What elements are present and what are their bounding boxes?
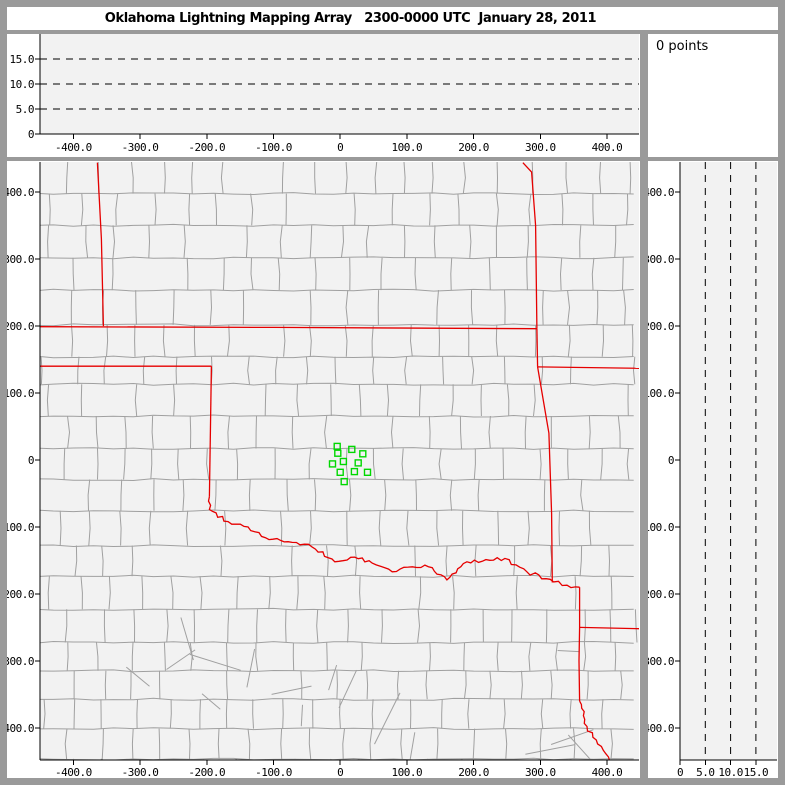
- lma-station-marker: [350, 467, 359, 476]
- lma-station-marker: [336, 468, 344, 476]
- state-border-lat-37N: [40, 326, 537, 330]
- svg-text:-300.0: -300.0: [122, 141, 159, 154]
- state-border-colorado-kansas: [96, 162, 105, 327]
- svg-text:0: 0: [668, 454, 674, 467]
- state-border-kansas-missouri: [522, 162, 538, 329]
- svg-text:-100.0: -100.0: [255, 141, 292, 154]
- svg-text:5.0: 5.0: [696, 766, 714, 778]
- svg-text:5.0: 5.0: [16, 103, 34, 116]
- plan-view-map-panel: 400.0 300.0 200.0 100.0 0 -100.0 -200.0 -300.0 -…: [7, 161, 640, 778]
- svg-text:15.0: 15.0: [10, 53, 35, 66]
- svg-text:0: 0: [28, 128, 34, 141]
- lma-station-marker: [340, 477, 348, 486]
- svg-text:-300.0: -300.0: [648, 655, 674, 668]
- svg-text:400.0: 400.0: [592, 141, 623, 154]
- svg-text:10.0: 10.0: [718, 766, 743, 778]
- svg-text:-100.0: -100.0: [7, 521, 34, 534]
- altitude-ew-panel: 0 5.0 10.0 15.0 -400.0 -300.0 -200.0 -100.0 0 100…: [7, 34, 640, 157]
- svg-text:-400.0: -400.0: [55, 766, 92, 778]
- title-bar: Oklahoma Lightning Mapping Array 2300-00…: [7, 7, 778, 30]
- state-border-missouri-oklahoma: [536, 328, 539, 367]
- state-border-texas-louisiana: [579, 700, 611, 760]
- svg-text:0: 0: [337, 141, 343, 154]
- svg-text:100.0: 100.0: [7, 387, 34, 400]
- svg-text:200.0: 200.0: [7, 320, 34, 333]
- svg-text:-400.0: -400.0: [55, 141, 92, 154]
- svg-text:0: 0: [677, 766, 683, 778]
- svg-text:-400.0: -400.0: [648, 722, 674, 735]
- altitude-ns-panel: 400.0 300.0 200.0 100.0 0 -100.0 -200.0 -300.0 -…: [648, 161, 778, 778]
- svg-text:15.0: 15.0: [744, 766, 769, 778]
- svg-text:-200.0: -200.0: [188, 141, 225, 154]
- svg-text:0: 0: [28, 454, 34, 467]
- svg-text:-300.0: -300.0: [122, 766, 159, 778]
- svg-text:400.0: 400.0: [592, 766, 623, 778]
- points-count-panel: 0 points: [648, 34, 778, 157]
- svg-text:-100.0: -100.0: [255, 766, 292, 778]
- svg-text:100.0: 100.0: [392, 766, 423, 778]
- lma-station-marker: [334, 449, 342, 457]
- svg-text:10.0: 10.0: [10, 78, 35, 91]
- svg-text:100.0: 100.0: [392, 141, 423, 154]
- plan-view-map-chart: 400.0 300.0 200.0 100.0 0 -100.0 -200.0 -300.0 -…: [7, 162, 639, 778]
- page-title: Oklahoma Lightning Mapping Array 2300-00…: [104, 11, 597, 26]
- svg-text:200.0: 200.0: [648, 320, 674, 333]
- svg-text:400.0: 400.0: [648, 186, 674, 199]
- svg-text:300.0: 300.0: [7, 253, 34, 266]
- svg-text:-300.0: -300.0: [7, 655, 34, 668]
- lma-station-marker: [328, 460, 337, 468]
- lma-station-marker: [339, 457, 348, 466]
- state-border-arkansas-louisiana: [579, 626, 639, 630]
- points-count-label: 0 points: [656, 39, 709, 54]
- state-border-texas-oklahoma-100W: [208, 366, 213, 497]
- svg-text:-200.0: -200.0: [7, 588, 34, 601]
- lma-station-marker: [333, 442, 341, 451]
- lma-station-marker: [363, 468, 372, 476]
- altitude-ns-chart: 400.0 300.0 200.0 100.0 0 -100.0 -200.0 -300.0 -…: [648, 162, 777, 778]
- state-border-oklahoma-arkansas: [536, 366, 553, 583]
- lma-station-marker: [354, 459, 362, 467]
- state-border-missouri-arkansas: [537, 366, 639, 369]
- svg-text:200.0: 200.0: [458, 141, 489, 154]
- state-border-red-river: [207, 496, 580, 589]
- svg-text:400.0: 400.0: [7, 186, 34, 199]
- svg-text:0: 0: [337, 766, 343, 778]
- svg-text:300.0: 300.0: [525, 141, 556, 154]
- svg-text:300.0: 300.0: [525, 766, 556, 778]
- svg-text:-200.0: -200.0: [188, 766, 225, 778]
- svg-text:-100.0: -100.0: [648, 521, 674, 534]
- lma-station-marker: [348, 445, 356, 454]
- altitude-ew-chart: 0 5.0 10.0 15.0 -400.0 -300.0 -200.0 -100.0 0 100…: [10, 34, 639, 154]
- svg-text:-400.0: -400.0: [7, 722, 34, 735]
- state-border-texas-arkansas: [578, 587, 581, 702]
- lma-station-marker: [359, 450, 367, 458]
- svg-text:-200.0: -200.0: [648, 588, 674, 601]
- svg-text:100.0: 100.0: [648, 387, 674, 400]
- svg-text:200.0: 200.0: [458, 766, 489, 778]
- svg-text:300.0: 300.0: [648, 253, 674, 266]
